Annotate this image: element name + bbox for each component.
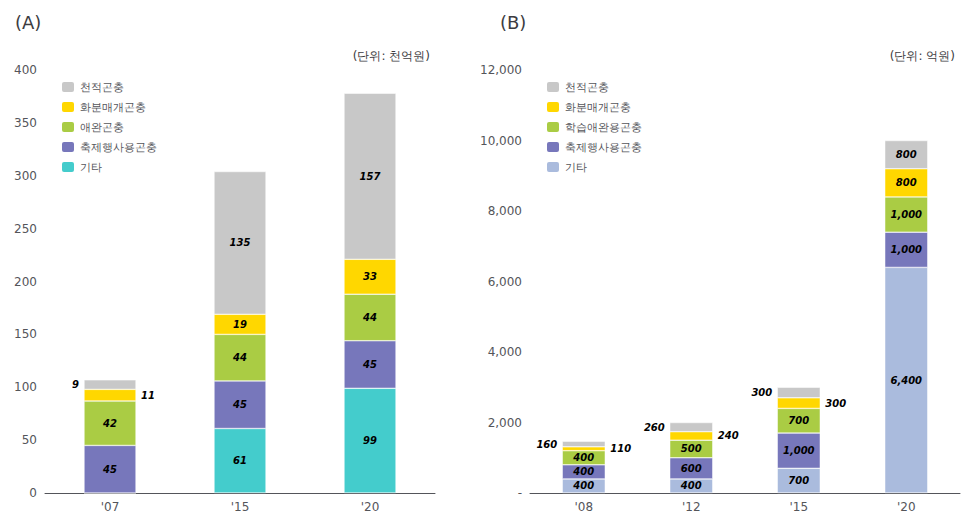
svg-text:'07: '07	[101, 500, 120, 514]
svg-text:2,000: 2,000	[488, 416, 522, 430]
svg-text:400: 400	[14, 63, 37, 77]
svg-text:8,000: 8,000	[488, 204, 522, 218]
svg-text:기타: 기타	[80, 161, 102, 174]
svg-text:화분매개곤충: 화분매개곤충	[80, 101, 146, 114]
svg-text:45: 45	[362, 359, 377, 370]
svg-text:160: 160	[536, 439, 557, 450]
svg-text:260: 260	[644, 422, 665, 433]
svg-text:240: 240	[718, 430, 739, 441]
svg-text:19: 19	[233, 319, 247, 330]
svg-text:(단위: 억원): (단위: 억원)	[890, 49, 955, 63]
svg-text:(단위: 천억원): (단위: 천억원)	[353, 49, 430, 63]
svg-text:350: 350	[14, 116, 37, 130]
svg-text:300: 300	[751, 387, 772, 398]
svg-text:10,000: 10,000	[480, 134, 522, 148]
svg-text:'20: '20	[361, 500, 380, 514]
svg-text:50: 50	[22, 433, 37, 447]
svg-text:1,000: 1,000	[890, 244, 922, 255]
svg-text:축제행사용곤충: 축제행사용곤충	[565, 141, 642, 154]
svg-text:42: 42	[102, 418, 117, 429]
svg-text:135: 135	[230, 237, 251, 248]
svg-text:축제행사용곤충: 축제행사용곤충	[80, 141, 157, 154]
svg-text:6,000: 6,000	[488, 275, 522, 289]
svg-text:150: 150	[14, 327, 37, 341]
svg-text:1,000: 1,000	[783, 445, 815, 456]
svg-text:9: 9	[72, 379, 79, 390]
svg-text:100: 100	[14, 380, 37, 394]
svg-text:'15: '15	[789, 500, 808, 514]
svg-text:'12: '12	[682, 500, 701, 514]
svg-text:천적곤충: 천적곤충	[80, 81, 124, 94]
svg-text:'08: '08	[574, 500, 593, 514]
svg-text:110: 110	[610, 443, 631, 454]
svg-text:학습애완용곤충: 학습애완용곤충	[565, 121, 642, 134]
svg-text:44: 44	[232, 352, 247, 363]
svg-text:(B): (B)	[500, 12, 526, 33]
svg-text:(A): (A)	[15, 12, 41, 33]
svg-text:6,400: 6,400	[890, 375, 922, 386]
svg-text:화분매개곤충: 화분매개곤충	[565, 101, 631, 114]
svg-text:600: 600	[681, 463, 702, 474]
svg-text:기타: 기타	[565, 161, 587, 174]
svg-text:800: 800	[896, 149, 917, 160]
svg-text:45: 45	[102, 464, 117, 475]
svg-text:250: 250	[14, 222, 37, 236]
svg-text:12,000: 12,000	[480, 63, 522, 77]
svg-text:45: 45	[232, 399, 247, 410]
svg-text:0: 0	[29, 486, 37, 500]
svg-text:-: -	[518, 486, 522, 500]
svg-text:4,000: 4,000	[488, 345, 522, 359]
svg-text:애완곤충: 애완곤충	[80, 121, 124, 134]
svg-text:33: 33	[363, 271, 377, 282]
svg-text:700: 700	[788, 475, 809, 486]
svg-text:99: 99	[363, 435, 377, 446]
svg-text:천적곤충: 천적곤충	[565, 81, 609, 94]
svg-text:1,000: 1,000	[890, 209, 922, 220]
svg-text:500: 500	[681, 443, 702, 454]
svg-text:800: 800	[896, 177, 917, 188]
svg-text:400: 400	[572, 466, 594, 477]
svg-text:'15: '15	[231, 500, 250, 514]
svg-text:400: 400	[680, 480, 702, 491]
svg-text:'20: '20	[897, 500, 916, 514]
svg-text:61: 61	[233, 455, 247, 466]
svg-text:157: 157	[360, 171, 381, 182]
svg-text:400: 400	[572, 480, 594, 491]
svg-text:400: 400	[572, 452, 594, 463]
svg-text:44: 44	[362, 312, 377, 323]
svg-text:700: 700	[788, 415, 809, 426]
svg-text:11: 11	[141, 390, 155, 401]
svg-text:200: 200	[14, 275, 37, 289]
svg-text:300: 300	[825, 398, 846, 409]
svg-text:300: 300	[14, 169, 37, 183]
